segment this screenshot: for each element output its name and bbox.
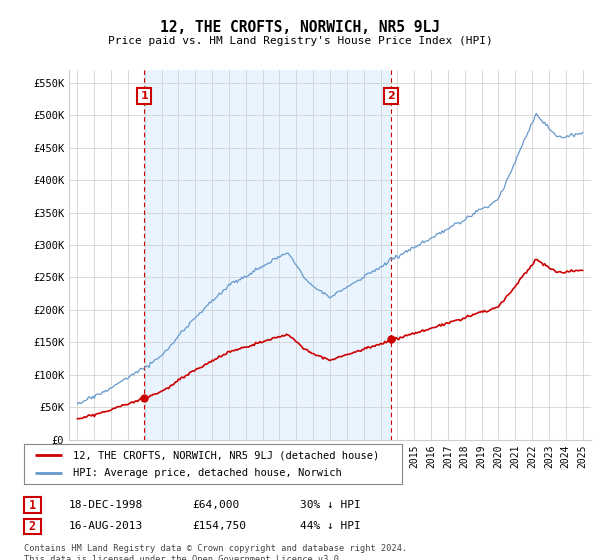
Text: 1: 1 [140, 91, 148, 101]
Text: 18-DEC-1998: 18-DEC-1998 [69, 500, 143, 510]
Text: 2: 2 [387, 91, 395, 101]
Text: Contains HM Land Registry data © Crown copyright and database right 2024.
This d: Contains HM Land Registry data © Crown c… [24, 544, 407, 560]
Bar [144, 70, 391, 440]
Text: £64,000: £64,000 [192, 500, 239, 510]
Text: £154,750: £154,750 [192, 521, 246, 531]
Text: Price paid vs. HM Land Registry's House Price Index (HPI): Price paid vs. HM Land Registry's House … [107, 36, 493, 46]
Text: 2: 2 [29, 520, 36, 533]
Text: 12, THE CROFTS, NORWICH, NR5 9LJ (detached house): 12, THE CROFTS, NORWICH, NR5 9LJ (detach… [73, 450, 379, 460]
Text: 12, THE CROFTS, NORWICH, NR5 9LJ: 12, THE CROFTS, NORWICH, NR5 9LJ [160, 20, 440, 35]
Text: 16-AUG-2013: 16-AUG-2013 [69, 521, 143, 531]
Text: HPI: Average price, detached house, Norwich: HPI: Average price, detached house, Norw… [73, 468, 342, 478]
Text: 1: 1 [29, 498, 36, 512]
Text: 44% ↓ HPI: 44% ↓ HPI [300, 521, 361, 531]
Text: 30% ↓ HPI: 30% ↓ HPI [300, 500, 361, 510]
